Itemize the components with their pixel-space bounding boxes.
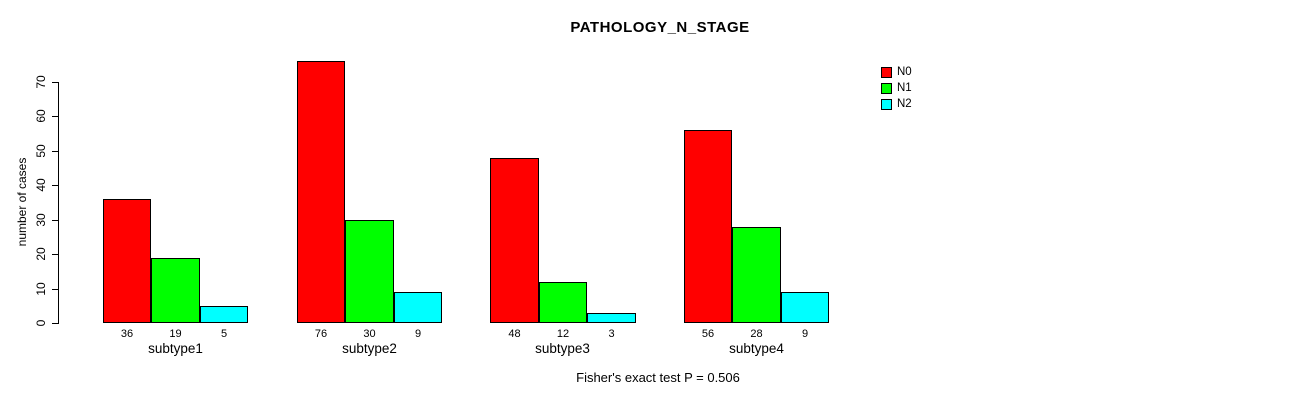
bar-N1-subtype4	[732, 227, 781, 323]
y-axis-tick	[52, 82, 58, 83]
legend-label-N2: N2	[897, 97, 912, 110]
legend-label-N1: N1	[897, 81, 912, 94]
bar-value-label-N2-subtype4: 9	[801, 328, 809, 340]
bar-value-label-N1-subtype3: 12	[556, 328, 570, 340]
legend-swatch-N2	[881, 98, 892, 110]
legend-label-N0: N0	[897, 65, 912, 78]
chart-title: PATHOLOGY_N_STAGE	[570, 19, 750, 36]
legend-row-N0: N0	[881, 64, 912, 80]
legend-row-N1: N1	[881, 80, 912, 96]
y-axis-tick	[52, 116, 58, 118]
y-axis-tick	[52, 323, 58, 324]
bar-value-label-N0-subtype2: 76	[314, 328, 328, 340]
bar-N0-subtype3	[490, 158, 539, 323]
y-axis-tick	[52, 219, 58, 221]
bar-N0-subtype1	[103, 199, 151, 323]
category-label-subtype4: subtype4	[729, 341, 784, 356]
bar-N0-subtype4	[684, 130, 732, 323]
legend-row-N2: N2	[881, 96, 912, 112]
bar-N1-subtype1	[151, 258, 200, 323]
bar-value-label-N2-subtype2: 9	[414, 328, 422, 340]
category-label-subtype2: subtype2	[342, 341, 397, 356]
bar-value-label-N0-subtype3: 48	[508, 328, 521, 340]
y-axis-tick-label: 50	[34, 144, 48, 158]
bar-value-label-N1-subtype4: 28	[750, 328, 763, 340]
y-axis-line	[58, 82, 59, 324]
bar-N0-subtype2	[297, 61, 345, 323]
bar-value-label-N1-subtype1: 19	[169, 328, 182, 340]
annotation-fisher-test: Fisher's exact test P = 0.506	[576, 370, 740, 385]
bar-N2-subtype3	[587, 313, 636, 323]
bar-N2-subtype2	[394, 292, 442, 323]
bar-N2-subtype1	[200, 306, 248, 323]
category-label-subtype1: subtype1	[148, 341, 203, 356]
bar-value-label-N2-subtype1: 5	[220, 328, 228, 340]
bar-N2-subtype4	[781, 292, 829, 323]
legend-swatch-N0	[881, 66, 892, 78]
y-axis-tick	[52, 185, 58, 187]
y-axis-title: number of cases	[15, 157, 29, 247]
y-axis-tick-label: 20	[34, 247, 48, 261]
bar-value-label-N2-subtype3: 3	[608, 328, 615, 340]
y-axis-tick-label: 70	[34, 75, 48, 89]
bar-value-label-N0-subtype1: 36	[120, 328, 134, 340]
legend-swatch-N1	[881, 82, 892, 94]
y-axis-tick-label: 30	[34, 213, 48, 227]
y-axis-tick	[52, 150, 58, 152]
bar-N1-subtype2	[345, 220, 394, 323]
y-axis-tick-label: 0	[34, 319, 48, 327]
y-axis-tick-label: 40	[34, 178, 48, 192]
y-axis-tick	[52, 288, 58, 290]
bar-value-label-N0-subtype4: 56	[701, 328, 715, 340]
y-axis-tick	[52, 254, 58, 256]
legend: N0 N1 N2	[881, 64, 912, 112]
bar-value-label-N1-subtype2: 30	[363, 328, 376, 340]
bar-N1-subtype3	[539, 282, 587, 323]
y-axis-tick-label: 10	[34, 281, 48, 296]
y-axis-tick-label: 60	[34, 109, 48, 124]
category-label-subtype3: subtype3	[535, 341, 590, 356]
